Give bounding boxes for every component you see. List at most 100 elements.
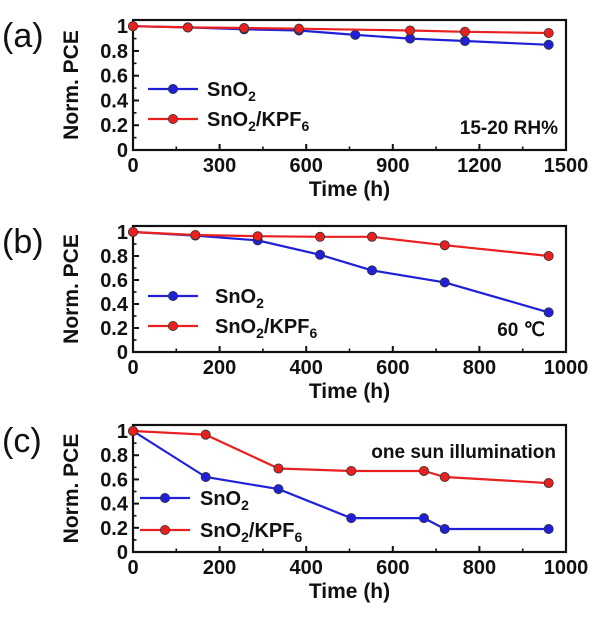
y-tick-label: 0.4	[100, 494, 129, 516]
panel-label: (a)	[2, 17, 44, 55]
x-axis-label: Time (h)	[309, 380, 390, 403]
data-point	[252, 231, 263, 242]
panel-label: (b)	[2, 223, 44, 261]
y-tick-label: 0.6	[100, 469, 128, 491]
data-point	[405, 25, 416, 36]
data-point	[367, 265, 378, 276]
x-tick-label: 200	[203, 557, 236, 579]
y-tick-label: 0.6	[100, 270, 128, 292]
x-axis-label: Time (h)	[309, 178, 390, 201]
data-point	[439, 277, 450, 288]
x-tick-label: 400	[290, 357, 323, 379]
data-point	[367, 231, 378, 242]
legend-label-1: SnO2/KPF6	[200, 520, 302, 545]
x-tick-label: 200	[203, 357, 236, 379]
data-point	[239, 23, 250, 34]
panel-label: (c)	[2, 422, 42, 460]
data-point	[190, 229, 201, 240]
y-tick-label: 1	[117, 421, 128, 443]
legend-marker-0	[159, 492, 170, 503]
legend-label-0: SnO2	[200, 488, 249, 513]
legend-text-sub2: 6	[309, 325, 317, 341]
legend-text-sub: 2	[241, 497, 249, 513]
x-tick-label: 300	[203, 155, 236, 177]
data-point	[459, 36, 470, 47]
x-tick-label: 900	[376, 155, 409, 177]
data-point	[439, 472, 450, 483]
data-point	[315, 249, 326, 260]
legend-text-sub: 2	[256, 295, 264, 311]
data-point	[439, 240, 450, 251]
legend-text-sub2: 6	[301, 118, 309, 134]
x-tick-label: 800	[463, 357, 496, 379]
data-point	[315, 231, 326, 242]
legend-marker-0	[167, 84, 178, 95]
legend-text-tail: /KPF	[264, 316, 310, 338]
legend-marker-0	[167, 290, 178, 301]
data-point	[459, 26, 470, 37]
legend-text-base: SnO	[200, 520, 241, 542]
y-axis-label: Norm. PCE	[60, 30, 83, 140]
x-tick-label: 0	[127, 155, 138, 177]
legend-marker-1	[159, 525, 170, 536]
data-point	[127, 226, 138, 237]
series-line-1	[132, 25, 549, 35]
data-point	[127, 21, 138, 32]
data-point	[350, 29, 361, 40]
legend-text-sub2: 6	[294, 529, 302, 545]
legend-label-0: SnO2	[215, 286, 264, 311]
data-point	[346, 513, 357, 524]
legend-text-base: SnO	[207, 79, 248, 101]
y-tick-label: 0.2	[100, 518, 128, 540]
data-point	[543, 524, 554, 535]
data-point	[543, 307, 554, 318]
legend-label-1: SnO2/KPF6	[207, 109, 309, 134]
x-tick-label: 0	[127, 357, 138, 379]
x-tick-label: 600	[376, 357, 409, 379]
legend-text-base: SnO	[215, 316, 256, 338]
data-point	[346, 465, 357, 476]
y-tick-label: 0	[117, 140, 128, 162]
data-point	[543, 27, 554, 38]
data-point	[418, 465, 429, 476]
x-axis-label: Time (h)	[309, 580, 390, 603]
annotation: 15-20 RH%	[460, 118, 558, 139]
panel-0: (a) 0 300 600 900 1200 1500 0 0.2 0.40.6 0.8 1 Time …	[2, 16, 588, 201]
x-tick-label: 1000	[544, 357, 589, 379]
x-tick-label: 600	[290, 155, 323, 177]
legend-text-base: SnO	[207, 109, 248, 131]
y-tick-label: 1	[117, 16, 128, 38]
data-point	[200, 429, 211, 440]
data-point	[200, 472, 211, 483]
legend-text-sub: 2	[248, 88, 256, 104]
annotation: 60 ℃	[497, 320, 545, 341]
x-tick-label: 400	[290, 557, 323, 579]
annotation: one sun illumination	[371, 442, 556, 463]
legend-text-base: SnO	[215, 286, 256, 308]
y-tick-label: 0.8	[100, 246, 128, 268]
legend-marker-1	[167, 320, 178, 331]
y-tick-label: 0.2	[100, 318, 128, 340]
data-point	[127, 426, 138, 437]
data-point	[418, 513, 429, 524]
data-point	[293, 23, 304, 34]
data-point	[273, 463, 284, 474]
data-point	[439, 524, 450, 535]
legend-label-0: SnO2	[207, 79, 256, 104]
legend-marker-1	[167, 114, 178, 125]
data-point	[543, 250, 554, 261]
data-point	[273, 484, 284, 495]
y-axis-label: Norm. PCE	[60, 434, 83, 544]
legend-text-sub: 2	[256, 325, 264, 341]
y-tick-label: 1	[117, 222, 128, 244]
x-tick-label: 1200	[457, 155, 502, 177]
y-tick-label: 0.4	[100, 294, 129, 316]
series-line-0	[132, 230, 550, 314]
y-tick-label: 0.4	[100, 90, 129, 112]
legend-label-1: SnO2/KPF6	[215, 316, 317, 341]
legend-text-tail: /KPF	[249, 520, 295, 542]
x-tick-label: 1000	[544, 557, 589, 579]
